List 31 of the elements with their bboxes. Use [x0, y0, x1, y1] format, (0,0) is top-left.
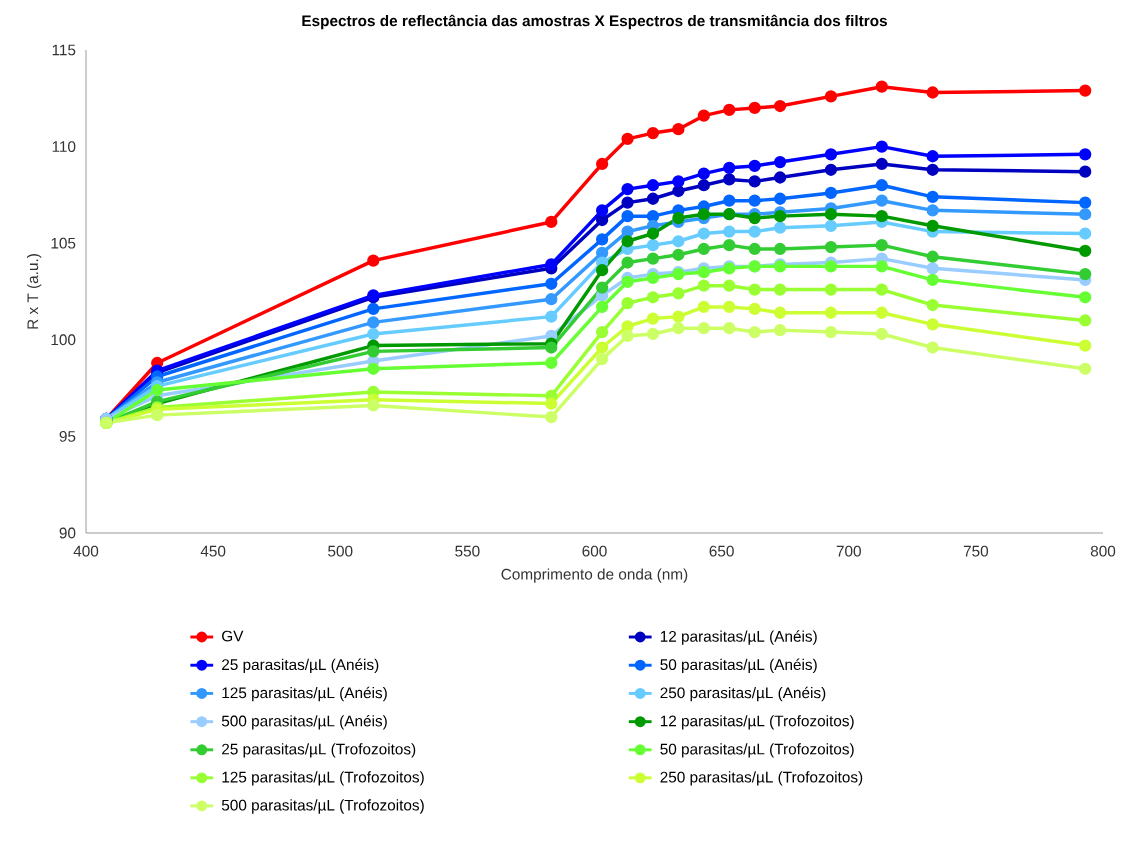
- y-tick-label: 115: [52, 44, 76, 56]
- legend-label: GV: [222, 630, 244, 642]
- legend-label: 250 parasitas/µL (Anéis): [660, 686, 826, 702]
- chart-title: Espectros de reflectância das amostras X Espectros de transmitância dos filtros: [302, 14, 887, 30]
- y-tick-label: 95: [59, 430, 76, 442]
- x-axis-title: Comprimento de onda (nm): [501, 568, 688, 583]
- legend-label: 500 parasitas/µL (Trofozoitos): [221, 799, 424, 814]
- legend-label: 12 parasitas/µL (Anéis): [660, 630, 817, 645]
- y-tick-label: 110: [52, 141, 76, 153]
- y-tick-label: 100: [51, 334, 76, 346]
- legend-label: 12 parasitas/µL (Trofozoitos): [660, 715, 854, 730]
- x-tick-label: 550: [455, 545, 480, 557]
- legend-label: 500 parasitas/µL (Anéis): [221, 715, 387, 730]
- x-tick-label: 600: [582, 545, 607, 557]
- y-tick-label: 90: [59, 527, 76, 539]
- x-tick-label: 750: [963, 545, 989, 557]
- x-tick-label: 400: [73, 545, 99, 557]
- legend-label: 50 parasitas/µL (Anéis): [660, 658, 817, 674]
- legend-label: 125 parasitas/µL (Trofozoitos): [222, 771, 424, 786]
- x-tick-label: 500: [328, 545, 353, 557]
- x-tick-label: 800: [1090, 545, 1116, 557]
- x-tick-label: 650: [709, 545, 734, 557]
- legend-label: 250 parasitas/µL (Trofozoitos): [660, 771, 863, 786]
- legend-label: 25 parasitas/µL (Trofozoitos): [222, 743, 416, 758]
- y-tick-label: 105: [51, 237, 76, 249]
- x-tick-label: 450: [200, 545, 226, 557]
- legend-label: 125 parasitas/µL (Anéis): [222, 686, 387, 702]
- x-tick-label: 700: [836, 545, 861, 557]
- legend-label: 50 parasitas/µL (Trofozoitos): [660, 743, 854, 758]
- y-axis-title: R x T (a.u.): [26, 254, 42, 329]
- legend-label: 25 parasitas/µL (Anéis): [222, 658, 379, 674]
